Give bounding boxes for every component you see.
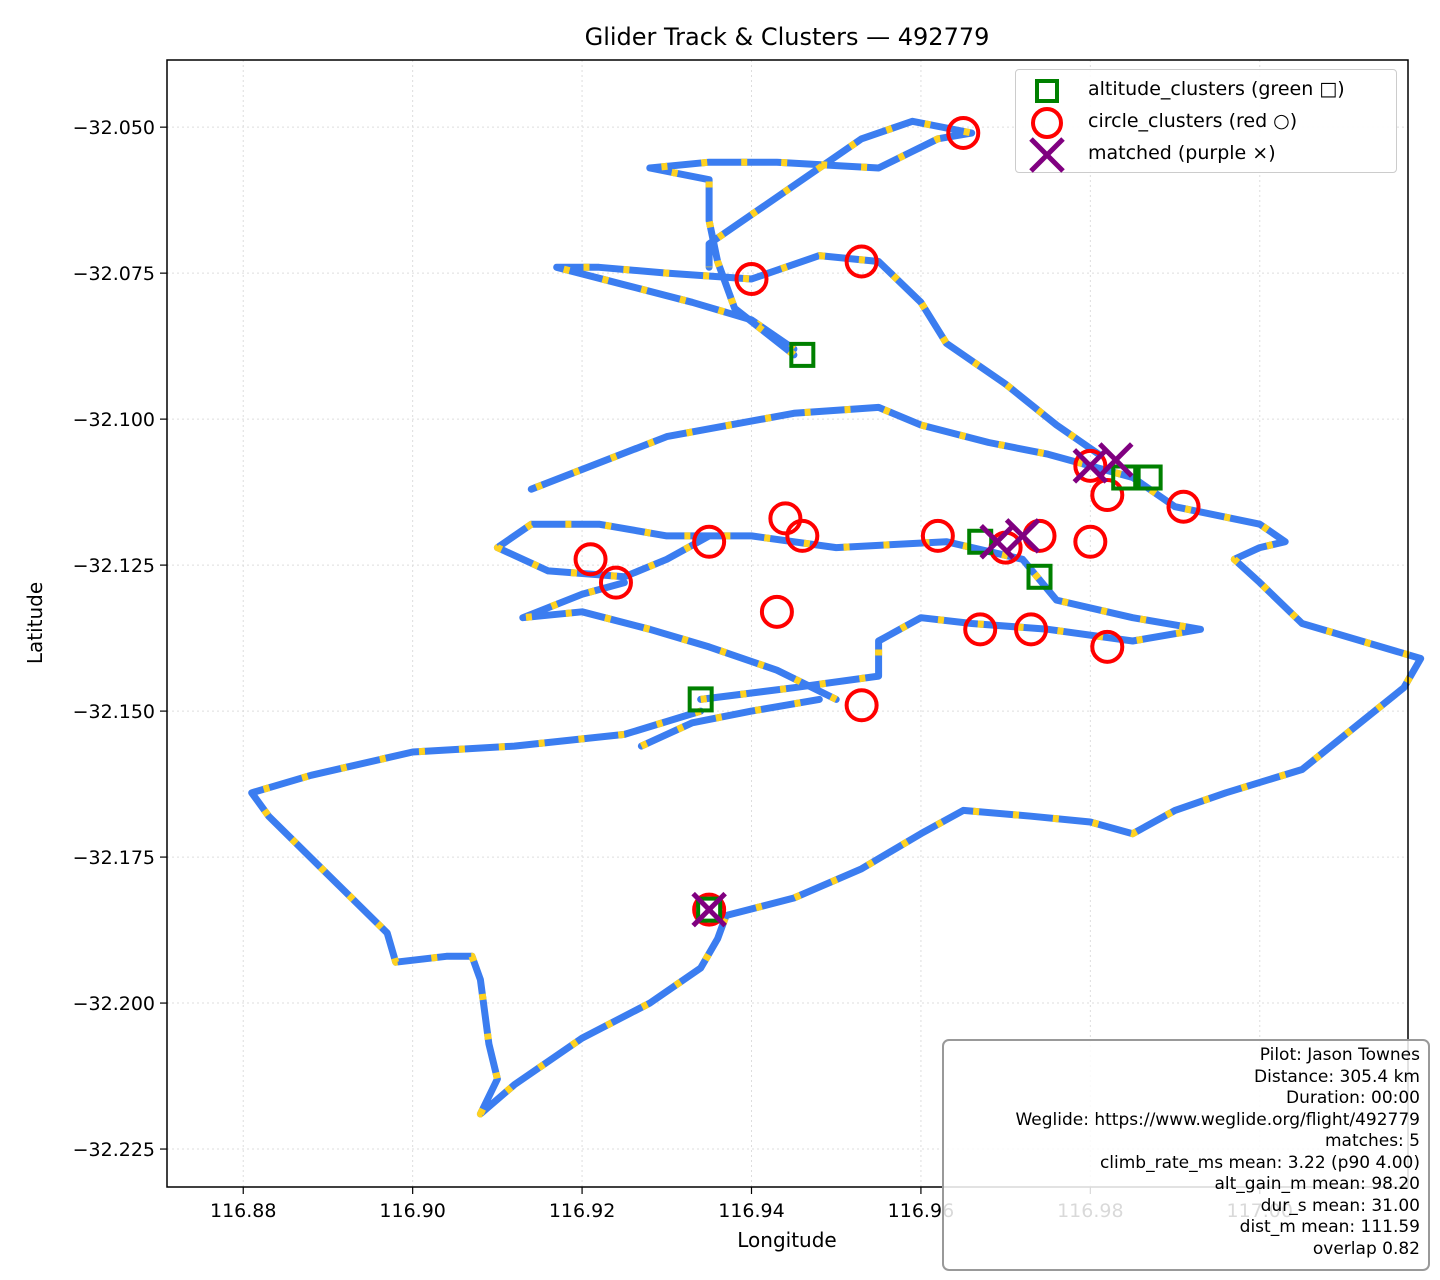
- y-tick-label: −32.175: [73, 847, 155, 869]
- circle-cluster-marker: [759, 594, 794, 629]
- track-line-track: [248, 403, 1425, 1118]
- legend-circle-icon: [1031, 107, 1063, 139]
- circle-cluster-marker: [692, 524, 727, 559]
- track-line-track5: [519, 579, 840, 703]
- x-tick-label: 116.94: [718, 1200, 784, 1222]
- x-axis-label: Longitude: [737, 1228, 836, 1252]
- matched-marker-stroke: [979, 523, 1015, 560]
- x-tick-label: 116.88: [210, 1200, 276, 1222]
- x-tick-label: 116.92: [549, 1200, 615, 1222]
- circle-cluster-marker: [734, 261, 769, 296]
- track-line-track2: [553, 252, 1103, 458]
- matched-marker-stroke: [691, 891, 727, 928]
- circle-cluster-marker: [1014, 612, 1049, 647]
- y-tick-label: −32.200: [73, 993, 155, 1015]
- stats-duration-mean: dur_s mean: 31.00: [1260, 1195, 1420, 1216]
- circle-cluster-marker: [785, 518, 820, 553]
- circle-cluster-marker: [573, 542, 608, 577]
- stats-duration: Duration: 00:00: [1286, 1088, 1420, 1108]
- circle-cluster-marker: [1073, 448, 1108, 483]
- stats-weglide: Weglide: https://www.weglide.org/flight/…: [1015, 1109, 1420, 1130]
- altitude-cluster-marker: [967, 528, 994, 555]
- y-tick-label: −32.225: [73, 1139, 155, 1161]
- track-climb-track: [248, 403, 1425, 1118]
- x-tick-label: 116.96: [888, 1200, 954, 1222]
- track-line-track4: [493, 520, 1204, 703]
- grid-lines: [167, 60, 1408, 1187]
- y-tick-label: −32.050: [73, 117, 155, 139]
- track-climb-track3: [646, 117, 976, 358]
- track-line-track3: [646, 117, 976, 359]
- stats-matches: matches: 5: [1324, 1131, 1420, 1151]
- circle-cluster-marker: [1090, 629, 1125, 664]
- circle-cluster-marker: [1090, 478, 1125, 513]
- circle-cluster-marker: [844, 244, 879, 279]
- track-layer: [248, 117, 1425, 1118]
- circle-cluster-marker: [598, 565, 633, 600]
- circle-cluster-marker: [692, 892, 727, 927]
- legend: altitude_clusters (green □) circle_clust…: [1015, 69, 1397, 173]
- stats-pilot: Pilot: Jason Townes: [1259, 1045, 1420, 1065]
- circle-cluster-marker: [963, 612, 998, 647]
- altitude-cluster-marker: [696, 896, 723, 923]
- circle-cluster-marker: [1022, 518, 1057, 553]
- altitude-cluster-marker: [1026, 563, 1053, 590]
- altitude-cluster-marker: [1136, 464, 1163, 491]
- plot-frame: [166, 59, 1409, 1188]
- legend-x-icon: [1029, 137, 1065, 173]
- altitude-cluster-marker: [687, 686, 714, 713]
- x-tick-label: 116.90: [379, 1200, 445, 1222]
- matched-marker: [1097, 442, 1134, 478]
- circle-cluster-marker: [844, 688, 879, 723]
- circle-cluster-marker: [946, 115, 981, 150]
- matched-marker-stroke: [1004, 518, 1041, 554]
- legend-altitude-clusters: altitude_clusters (green □): [1088, 78, 1345, 100]
- track-line-track6: [637, 695, 823, 750]
- matched-marker: [691, 891, 727, 928]
- legend-matched: matched (purple ×): [1088, 142, 1276, 164]
- legend-square-icon: [1035, 79, 1059, 103]
- marker-layer: [573, 115, 1201, 928]
- y-axis-ticks: −32.050 −32.075 −32.100 −32.125 −32.150 −32.1…: [73, 117, 167, 1161]
- matched-marker-stroke: [1097, 442, 1134, 478]
- circle-cluster-marker: [1073, 524, 1108, 559]
- y-axis-label: Latitude: [23, 582, 47, 664]
- stats-box: Pilot: Jason Townes Distance: 305.4 km D…: [942, 1039, 1430, 1271]
- matched-marker-stroke: [1072, 448, 1109, 484]
- altitude-cluster-marker: [789, 341, 816, 368]
- y-tick-label: −32.075: [73, 263, 155, 285]
- stats-overlap: overlap 0.82: [1312, 1238, 1420, 1259]
- chart-title: Glider Track & Clusters — 492779: [585, 23, 990, 51]
- circle-cluster-marker: [1166, 489, 1201, 524]
- stats-distance: Distance: 305.4 km: [1254, 1066, 1420, 1087]
- y-tick-label: −32.125: [73, 555, 155, 577]
- stats-alt-gain: alt_gain_m mean: 98.20: [1214, 1174, 1421, 1194]
- stats-distance-mean: dist_m mean: 111.59: [1239, 1217, 1420, 1237]
- stats-climb-rate: climb_rate_ms mean: 3.22 (p90 4.00): [1099, 1152, 1420, 1173]
- y-tick-label: −32.100: [73, 409, 155, 431]
- circle-cluster-marker: [920, 518, 955, 553]
- circle-cluster-marker: [768, 501, 803, 536]
- matched-marker: [1004, 518, 1041, 554]
- y-tick-label: −32.150: [73, 701, 155, 723]
- legend-circle-clusters: circle_clusters (red ○): [1088, 110, 1298, 132]
